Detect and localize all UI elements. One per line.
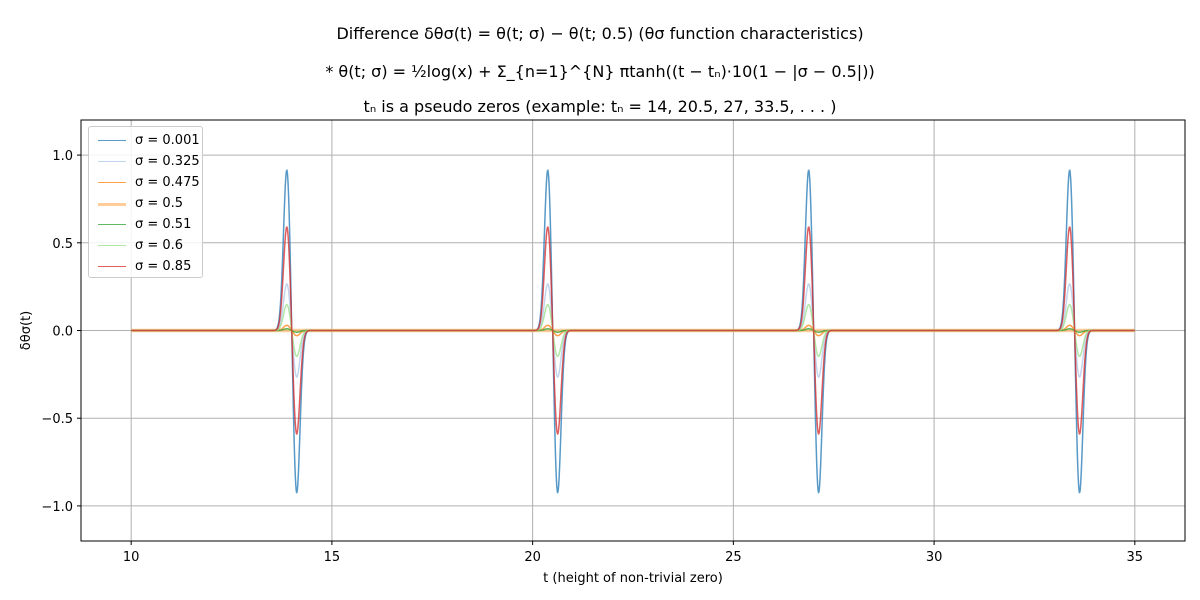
chart-title-line1: Difference δθσ(t) = θ(t; σ) − θ(t; 0.5) … <box>336 24 864 43</box>
y-tick-label: −1.0 <box>41 500 73 515</box>
legend-label: σ = 0.6 <box>135 238 184 253</box>
legend-swatch <box>98 266 126 267</box>
legend: σ = 0.001 σ = 0.325 σ = 0.475 σ = 0.5 σ = 0.… <box>88 126 203 278</box>
x-tick-label: 25 <box>725 550 742 565</box>
x-axis-label: t (height of non-trivial zero) <box>543 571 723 586</box>
legend-item: σ = 0.85 <box>89 257 202 278</box>
legend-swatch <box>98 245 126 246</box>
x-tick-label: 15 <box>324 550 341 565</box>
legend-item: σ = 0.51 <box>89 215 202 236</box>
x-tick-label: 10 <box>123 550 140 565</box>
legend-swatch <box>98 224 126 225</box>
y-axis-label: δθσ(t) <box>19 311 34 350</box>
legend-item: σ = 0.6 <box>89 236 202 257</box>
legend-swatch <box>98 140 126 141</box>
x-tick-label: 35 <box>1127 550 1144 565</box>
legend-swatch <box>98 182 126 183</box>
y-tick-label: 0.0 <box>52 325 73 340</box>
legend-label: σ = 0.325 <box>135 154 200 169</box>
y-tick-label: −0.5 <box>41 412 73 427</box>
legend-label: σ = 0.5 <box>135 196 184 211</box>
series-layer <box>131 169 1135 494</box>
legend-item: σ = 0.001 <box>89 131 202 152</box>
y-tick-label: 1.0 <box>52 149 73 164</box>
legend-swatch <box>98 161 126 162</box>
x-tick-label: 30 <box>926 550 943 565</box>
legend-item: σ = 0.325 <box>89 152 202 173</box>
legend-label: σ = 0.001 <box>135 133 200 148</box>
x-tick-label: 20 <box>524 550 541 565</box>
legend-item: σ = 0.475 <box>89 173 202 194</box>
axis-ticks: 10 15 20 25 30 35 −1.0 −0.5 0.0 0.5 1.0 <box>41 149 1143 565</box>
legend-label: σ = 0.85 <box>135 259 192 274</box>
legend-label: σ = 0.51 <box>135 217 192 232</box>
series-line-6 <box>131 226 1135 435</box>
legend-label: σ = 0.475 <box>135 175 200 190</box>
chart-title-line3: tₙ is a pseudo zeros (example: tₙ = 14, … <box>363 97 837 116</box>
legend-item: σ = 0.5 <box>89 194 202 215</box>
legend-swatch <box>98 203 126 206</box>
chart-title-line2: * θ(t; σ) = ½log(x) + Σ_{n=1}^{N} πtanh(… <box>325 62 875 81</box>
y-tick-label: 0.5 <box>52 237 73 252</box>
